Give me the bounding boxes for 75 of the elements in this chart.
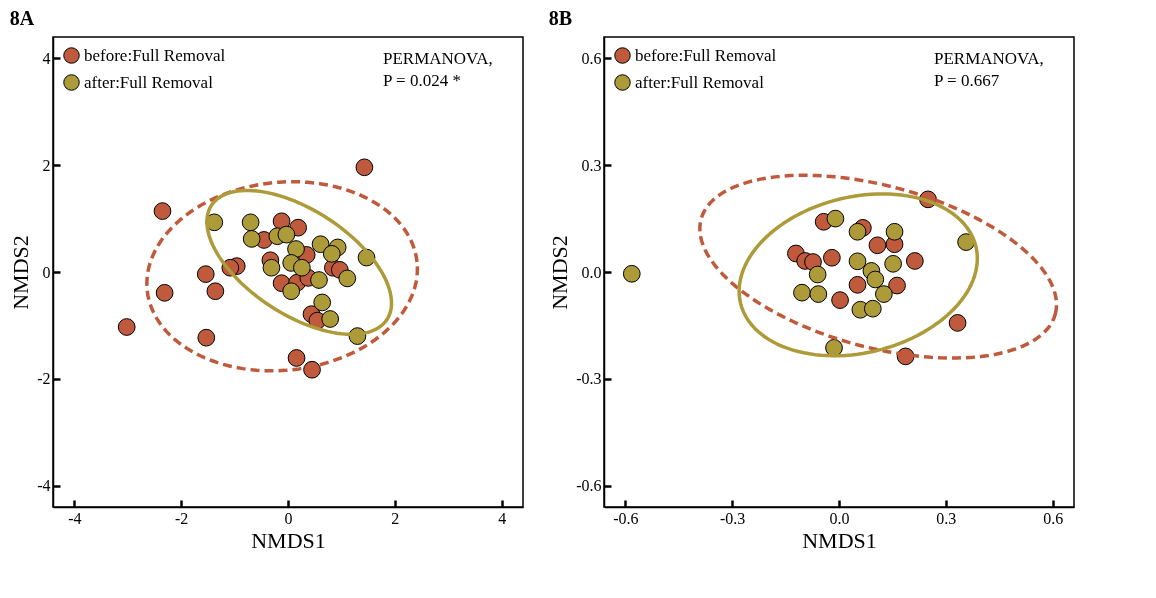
point (206, 282, 225, 301)
y-tick-label: 0.3 (581, 156, 602, 174)
point (826, 209, 845, 228)
y-tick-label: 2 (42, 156, 51, 174)
point (196, 265, 215, 283)
y-axis-title: NMDS2 (8, 235, 34, 310)
point (848, 275, 867, 294)
point (809, 285, 828, 303)
point (957, 233, 975, 251)
y-axis-title: NMDS2 (547, 235, 573, 310)
point (831, 291, 849, 309)
x-axis-title: NMDS1 (251, 527, 326, 553)
point (311, 235, 330, 254)
point (321, 310, 340, 328)
x-tick-label: -0.3 (720, 509, 746, 527)
annotation: P = 0.024 * (383, 71, 461, 90)
legend-label: after:Full Removal (635, 72, 765, 92)
point (241, 213, 260, 232)
point (848, 222, 867, 241)
point (355, 158, 374, 177)
point (823, 248, 841, 267)
point (322, 244, 341, 263)
x-axis-title: NMDS1 (802, 527, 877, 553)
x-tick-label: 0.0 (829, 509, 850, 527)
point (293, 258, 311, 277)
point (885, 222, 904, 241)
point (338, 269, 357, 288)
point (863, 299, 882, 318)
annotation: P = 0.667 (934, 71, 1000, 90)
annotation: PERMANOVA, (934, 49, 1044, 68)
point (242, 230, 261, 248)
point (948, 314, 967, 332)
point (884, 254, 902, 273)
point (262, 258, 281, 277)
point (287, 240, 305, 258)
x-tick-label: 0.3 (936, 509, 957, 527)
point (622, 264, 641, 283)
legend-label: after:Full Removal (84, 72, 214, 92)
point (282, 282, 301, 301)
legend-label: before:Full Removal (635, 45, 777, 65)
legend-label: before:Full Removal (84, 45, 226, 65)
point (793, 283, 811, 302)
point (287, 349, 306, 367)
x-tick-label: -2 (175, 509, 189, 527)
point (117, 318, 136, 336)
point (808, 265, 827, 284)
x-tick-label: -4 (68, 509, 82, 527)
y-tick-label: -0.3 (576, 370, 602, 388)
point (905, 252, 924, 270)
point (155, 283, 174, 302)
y-tick-label: 0.6 (581, 49, 602, 67)
x-tick-label: 2 (391, 509, 400, 527)
y-tick-label: 4 (42, 49, 51, 67)
x-tick-label: -0.6 (613, 509, 639, 527)
x-tick-label: 0 (284, 509, 293, 527)
point (888, 276, 906, 295)
point (875, 285, 893, 303)
x-tick-label: 4 (498, 509, 507, 527)
y-tick-label: 0 (42, 263, 51, 281)
chart-title: 8B (548, 7, 573, 29)
y-tick-label: -0.6 (576, 477, 602, 495)
point (866, 270, 885, 289)
point (310, 271, 328, 289)
point (277, 225, 296, 244)
point (153, 202, 172, 220)
chart-title: 8A (9, 7, 35, 29)
y-tick-label: 0.0 (581, 263, 602, 281)
point (868, 236, 887, 255)
annotation: PERMANOVA, (383, 49, 493, 68)
x-tick-label: 0.6 (1043, 509, 1064, 527)
point (313, 293, 332, 312)
point (848, 252, 867, 271)
y-tick-label: -2 (37, 370, 51, 388)
point (197, 328, 216, 347)
y-tick-label: -4 (37, 477, 51, 495)
